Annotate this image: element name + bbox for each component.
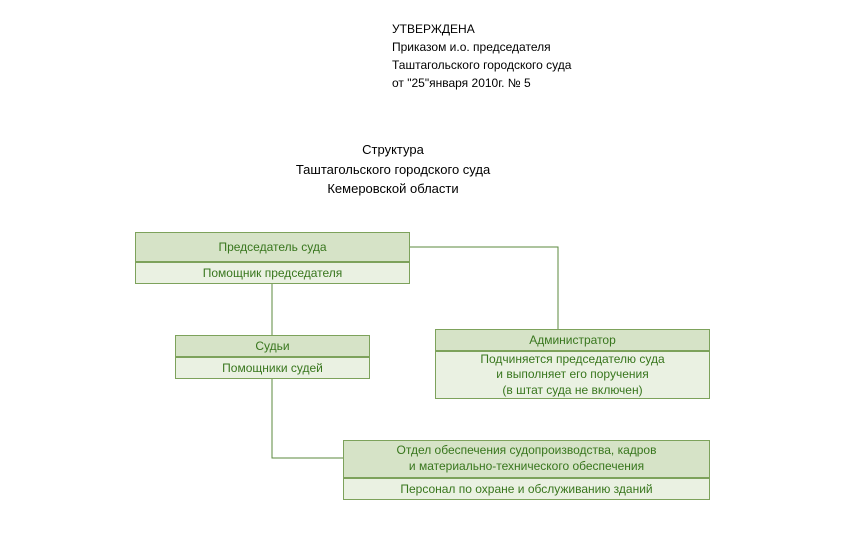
node-staff: Персонал по охране и обслуживанию зданий	[343, 478, 710, 500]
node-department: Отдел обеспечения судопроизводства, кадр…	[343, 440, 710, 478]
node-judges-label: Судьи	[255, 339, 289, 353]
node-chairman: Председатель суда	[135, 232, 410, 262]
page-title: Структура Таштагольского городского суда…	[258, 140, 528, 199]
node-assistant-judges: Помощники судей	[175, 357, 370, 379]
title-line-3: Кемеровской области	[258, 179, 528, 199]
header-line-4: от "25"января 2010г. № 5	[392, 74, 571, 92]
node-administrator-label: Администратор	[529, 333, 616, 347]
header-line-3: Таштагольского городского суда	[392, 56, 571, 74]
node-department-label: Отдел обеспечения судопроизводства, кадр…	[397, 443, 657, 474]
node-assistant-judges-label: Помощники судей	[222, 361, 323, 375]
title-line-1: Структура	[258, 140, 528, 160]
node-assistant-chairman: Помощник председателя	[135, 262, 410, 284]
header-line-1: УТВЕРЖДЕНА	[392, 20, 571, 38]
node-chairman-label: Председатель суда	[218, 240, 326, 254]
approval-header: УТВЕРЖДЕНА Приказом и.о. председателя Та…	[392, 20, 571, 92]
node-administrator-desc: Подчиняется председателю суда и выполняе…	[435, 351, 710, 399]
header-line-2: Приказом и.о. председателя	[392, 38, 571, 56]
title-line-2: Таштагольского городского суда	[258, 160, 528, 180]
node-staff-label: Персонал по охране и обслуживанию зданий	[400, 482, 652, 496]
node-judges: Судьи	[175, 335, 370, 357]
node-administrator-desc-label: Подчиняется председателю суда и выполняе…	[480, 352, 664, 399]
node-administrator: Администратор	[435, 329, 710, 351]
node-assistant-chairman-label: Помощник председателя	[203, 266, 343, 280]
